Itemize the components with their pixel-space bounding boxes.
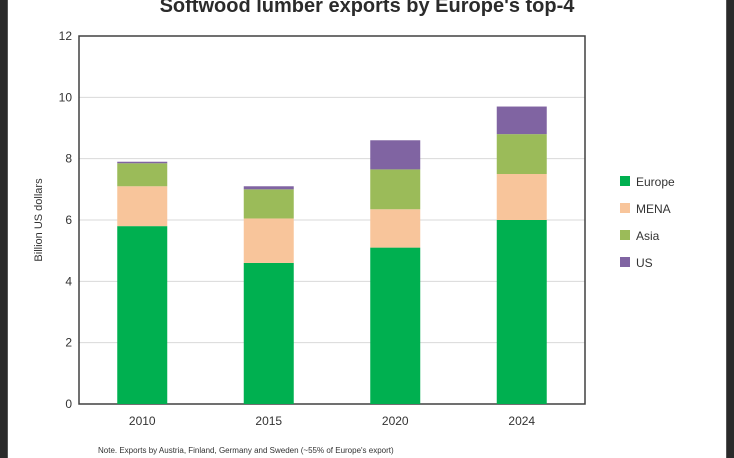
bar-europe-2024 bbox=[496, 220, 547, 404]
bar-europe-2015 bbox=[243, 262, 294, 404]
bar-asia-2024 bbox=[496, 134, 547, 174]
legend-swatch-us bbox=[620, 257, 630, 267]
chart-frame: Softwood lumber exports by Europe's top-… bbox=[8, 0, 726, 458]
x-tick-label: 2010 bbox=[129, 414, 156, 428]
bar-mena-2020 bbox=[370, 209, 421, 248]
legend-label-europe: Europe bbox=[636, 175, 675, 189]
bar-us-2010 bbox=[117, 161, 168, 164]
y-tick-label: 6 bbox=[65, 213, 72, 227]
x-tick-label: 2020 bbox=[382, 414, 409, 428]
bar-asia-2020 bbox=[370, 169, 421, 210]
plot-border bbox=[78, 35, 586, 405]
bar-mena-2015 bbox=[243, 218, 294, 263]
x-tick-label: 2015 bbox=[255, 414, 282, 428]
legend-label-us: US bbox=[636, 256, 653, 270]
y-axis-label: Billion US dollars bbox=[33, 178, 45, 262]
bar-us-2015 bbox=[243, 186, 294, 190]
bar-us-2024 bbox=[496, 106, 547, 135]
legend-swatch-mena bbox=[620, 203, 630, 213]
x-tick-label: 2024 bbox=[508, 414, 535, 428]
chart-title: Softwood lumber exports by Europe's top-… bbox=[159, 0, 575, 17]
bar-europe-2010 bbox=[117, 226, 168, 404]
legend-swatch-asia bbox=[620, 230, 630, 240]
chart-svg: 0 2 4 6 8 10 12 Billion US dollars 2010 2015 2020 2… bbox=[33, 29, 675, 428]
bar-asia-2010 bbox=[117, 163, 168, 187]
bar-mena-2024 bbox=[496, 174, 547, 220]
bar-us-2020 bbox=[370, 140, 421, 170]
y-tick-label: 0 bbox=[65, 397, 72, 411]
chart-note: Note. Exports by Austria, Finland, Germa… bbox=[98, 446, 394, 455]
y-tick-label: 2 bbox=[65, 336, 72, 350]
bar-asia-2015 bbox=[243, 189, 294, 219]
bar-europe-2020 bbox=[370, 247, 421, 404]
y-tick-label: 12 bbox=[59, 29, 73, 43]
legend-swatch-europe bbox=[620, 176, 630, 186]
bar-mena-2010 bbox=[117, 186, 168, 227]
y-tick-label: 4 bbox=[65, 274, 72, 288]
legend-label-mena: MENA bbox=[636, 202, 671, 216]
legend-label-asia: Asia bbox=[636, 229, 660, 243]
y-tick-label: 10 bbox=[59, 90, 73, 104]
y-tick-label: 8 bbox=[65, 152, 72, 166]
